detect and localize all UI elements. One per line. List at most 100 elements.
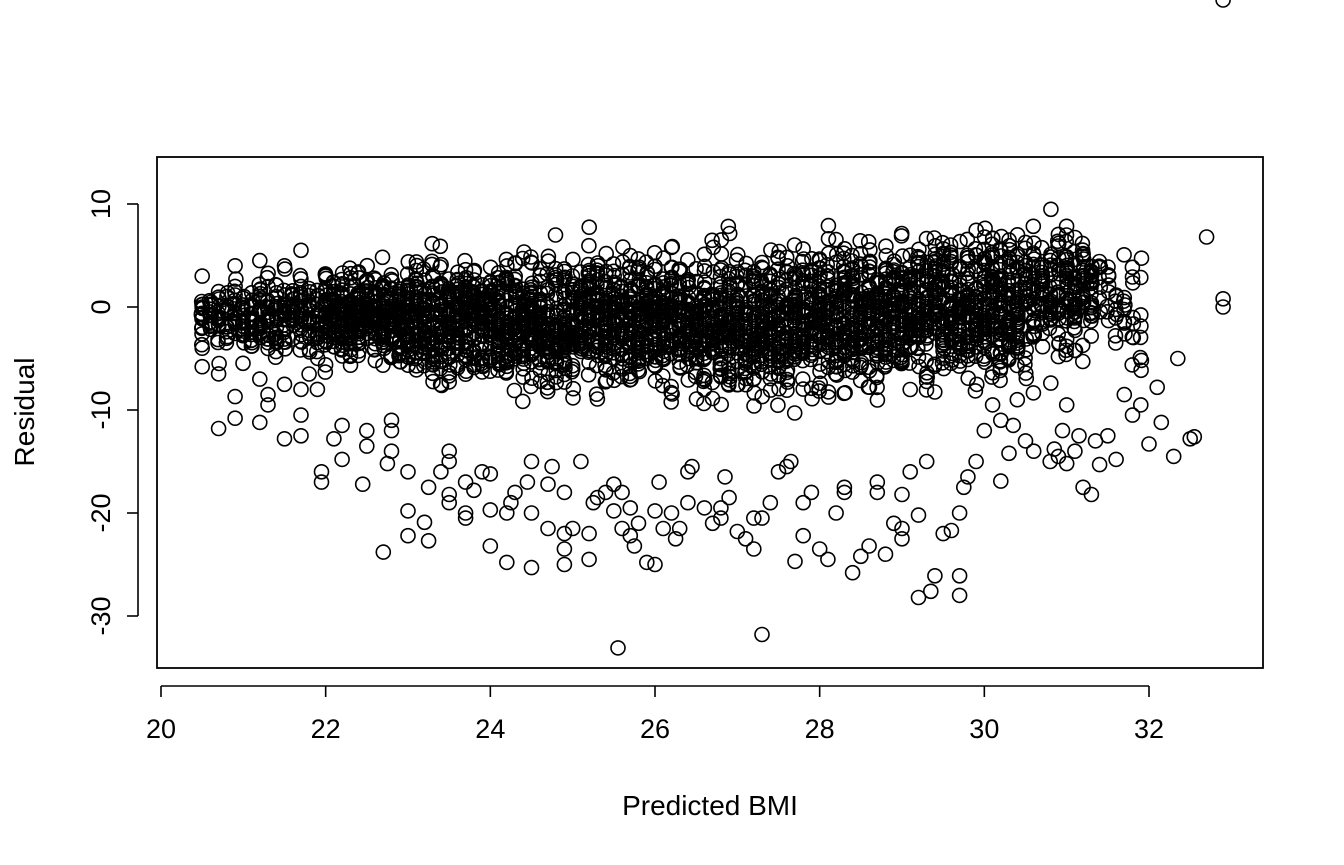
scatter-point bbox=[804, 338, 820, 355]
scatter-point bbox=[293, 278, 309, 295]
scatter-point bbox=[745, 287, 761, 303]
scatter-point bbox=[975, 317, 992, 333]
scatter-point bbox=[466, 482, 482, 499]
scatter-point bbox=[770, 309, 787, 326]
scatter-point bbox=[943, 273, 960, 290]
scatter-point bbox=[383, 443, 400, 460]
scatter-point bbox=[631, 363, 648, 380]
scatter-point bbox=[407, 270, 424, 287]
scatter-point bbox=[1116, 313, 1133, 330]
scatter-point bbox=[720, 218, 737, 235]
scatter-point bbox=[1066, 299, 1083, 315]
scatter-point bbox=[227, 388, 243, 405]
scatter-point bbox=[934, 234, 951, 251]
scatter-point bbox=[358, 283, 375, 299]
scatter-point bbox=[432, 376, 449, 393]
scatter-point bbox=[1050, 238, 1066, 254]
scatter-point bbox=[597, 280, 613, 296]
scatter-point bbox=[392, 345, 408, 362]
scatter-point bbox=[820, 353, 837, 370]
scatter-point bbox=[588, 357, 605, 374]
scatter-point bbox=[1091, 456, 1108, 473]
scatter-point bbox=[680, 271, 697, 288]
scatter-point bbox=[935, 335, 951, 351]
scatter-point bbox=[909, 339, 926, 356]
scatter-point bbox=[350, 347, 367, 364]
scatter-point bbox=[358, 438, 375, 454]
scatter-point bbox=[942, 247, 959, 263]
scatter-point bbox=[354, 476, 371, 493]
scatter-point bbox=[1107, 335, 1124, 351]
scatter-point bbox=[1100, 427, 1116, 444]
scatter-point bbox=[746, 309, 763, 326]
scatter-point bbox=[399, 348, 416, 365]
scatter-point bbox=[926, 356, 943, 373]
scatter-point bbox=[383, 271, 400, 288]
scatter-point bbox=[309, 381, 326, 398]
scatter-point bbox=[544, 458, 560, 475]
scatter-point bbox=[1005, 417, 1022, 434]
scatter-point bbox=[1215, 290, 1231, 307]
scatter-point bbox=[1091, 269, 1107, 286]
scatter-point bbox=[1100, 259, 1116, 275]
scatter-point bbox=[647, 503, 663, 519]
x-tick-label: 32 bbox=[1134, 714, 1164, 744]
scatter-point bbox=[399, 290, 416, 306]
scatter-point bbox=[424, 356, 440, 373]
scatter-point bbox=[651, 474, 667, 490]
scatter-point bbox=[804, 250, 820, 267]
scatter-point bbox=[680, 294, 697, 310]
scatter-point bbox=[761, 298, 778, 314]
scatter-point bbox=[794, 265, 811, 281]
scatter-point bbox=[555, 302, 572, 319]
scatter-point bbox=[754, 626, 770, 643]
scatter-point bbox=[251, 326, 268, 343]
scatter-point bbox=[860, 379, 877, 395]
scatter-point bbox=[293, 381, 309, 398]
scatter-point bbox=[292, 284, 309, 301]
scatter-point bbox=[1100, 277, 1117, 293]
scatter-point bbox=[1165, 448, 1182, 465]
scatter-point bbox=[1058, 346, 1074, 363]
scatter-point bbox=[926, 230, 943, 246]
scatter-point bbox=[482, 538, 499, 554]
scatter-point bbox=[556, 556, 573, 573]
x-axis-title: Predicted BMI bbox=[622, 790, 798, 821]
scatter-point bbox=[400, 253, 417, 270]
scatter-point bbox=[922, 583, 939, 600]
scatter-point bbox=[210, 366, 227, 382]
scatter-point bbox=[573, 332, 589, 349]
scatter-point bbox=[622, 500, 639, 516]
scatter-point bbox=[1133, 250, 1150, 267]
scatter-point bbox=[918, 373, 935, 390]
scatter-point bbox=[812, 363, 828, 380]
scatter-point bbox=[1008, 254, 1025, 271]
scatter-point bbox=[359, 257, 376, 274]
scatter-point bbox=[869, 474, 886, 490]
scatter-point bbox=[835, 245, 852, 261]
scatter-point bbox=[712, 268, 729, 285]
scatter-point bbox=[564, 363, 580, 380]
scatter-point bbox=[1058, 251, 1075, 268]
scatter-point bbox=[852, 245, 869, 262]
scatter-point bbox=[1009, 340, 1026, 356]
scatter-point bbox=[383, 412, 400, 429]
scatter-point bbox=[589, 489, 606, 506]
scatter-point bbox=[1133, 269, 1149, 286]
scatter-point bbox=[243, 306, 260, 322]
scatter-point bbox=[1025, 259, 1041, 276]
scatter-point bbox=[1026, 327, 1043, 344]
scatter-point bbox=[194, 268, 210, 284]
scatter-point bbox=[482, 466, 499, 482]
scatter-point bbox=[967, 383, 984, 399]
scatter-point bbox=[514, 250, 531, 267]
scatter-point bbox=[869, 484, 886, 501]
scatter-point bbox=[194, 319, 210, 336]
scatter-point bbox=[910, 258, 927, 275]
scatter-point bbox=[795, 381, 812, 397]
x-tick-label: 24 bbox=[475, 714, 505, 744]
scatter-point bbox=[523, 559, 540, 576]
scatter-point bbox=[910, 507, 927, 523]
scatter-point bbox=[432, 275, 449, 292]
scatter-point bbox=[441, 443, 458, 460]
